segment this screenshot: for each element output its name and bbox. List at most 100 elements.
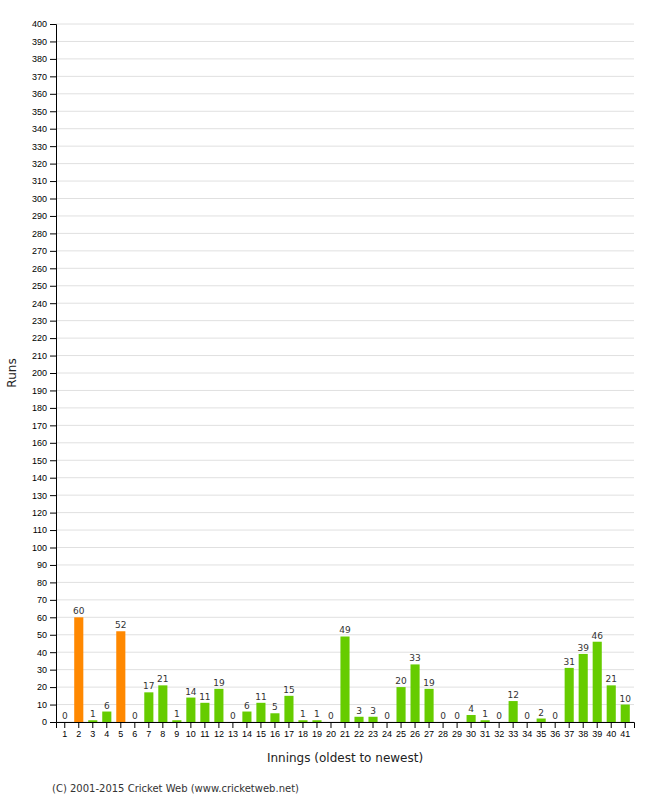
tick-label: 150 xyxy=(32,456,47,466)
tick-mark xyxy=(541,722,542,728)
data-labels: 0601652017211141119061151511049330203319… xyxy=(62,606,631,721)
tick-mark xyxy=(401,722,402,728)
tick-label: 270 xyxy=(32,246,47,256)
tick-label: 5 xyxy=(118,729,123,739)
tick-mark xyxy=(555,722,556,728)
grid-line xyxy=(56,215,634,216)
grid-line xyxy=(56,128,634,129)
x-tick: 41 xyxy=(620,722,630,739)
x-tick: 40 xyxy=(606,722,616,739)
y-tick: 220 xyxy=(32,333,56,343)
x-tick: 4 xyxy=(104,722,109,739)
tick-label: 31 xyxy=(480,729,490,739)
tick-label: 320 xyxy=(32,159,47,169)
tick-mark xyxy=(50,59,56,60)
data-label: 0 xyxy=(552,711,558,721)
data-label: 12 xyxy=(507,690,518,700)
data-label: 0 xyxy=(384,711,390,721)
tick-mark xyxy=(415,722,416,728)
tick-label: 36 xyxy=(550,729,560,739)
x-tick: 8 xyxy=(160,722,165,739)
y-tick: 310 xyxy=(32,176,56,186)
grid-line xyxy=(56,477,634,478)
bar xyxy=(340,636,349,722)
x-tick: 10 xyxy=(186,722,196,739)
tick-mark xyxy=(50,181,56,182)
tick-label: 7 xyxy=(146,729,151,739)
tick-mark xyxy=(288,722,289,728)
tick-label: 16 xyxy=(270,729,280,739)
y-tick: 370 xyxy=(32,72,56,82)
tick-mark xyxy=(50,76,56,77)
data-label: 11 xyxy=(199,692,210,702)
bar xyxy=(326,722,335,723)
bar xyxy=(537,719,546,722)
data-label: 39 xyxy=(577,643,589,653)
data-label: 0 xyxy=(454,711,460,721)
y-tick: 120 xyxy=(32,508,56,518)
tick-mark xyxy=(50,41,56,42)
grid-line xyxy=(56,285,634,286)
tick-mark xyxy=(50,338,56,339)
x-tick: 9 xyxy=(174,722,179,739)
tick-mark xyxy=(499,722,500,728)
tick-mark xyxy=(316,722,317,728)
tick-label: 26 xyxy=(410,729,420,739)
tick-mark xyxy=(78,722,79,728)
tick-mark xyxy=(302,722,303,728)
tick-mark xyxy=(176,722,177,728)
tick-label: 370 xyxy=(32,72,47,82)
tick-mark xyxy=(50,321,56,322)
tick-label: 340 xyxy=(32,124,47,134)
tick-label: 390 xyxy=(32,37,47,47)
x-tick: 12 xyxy=(214,722,224,739)
tick-label: 230 xyxy=(32,316,47,326)
bar xyxy=(270,713,279,722)
y-tick: 330 xyxy=(32,142,56,152)
bar xyxy=(509,701,518,722)
y-tick: 390 xyxy=(32,37,56,47)
bar xyxy=(228,722,237,723)
tick-mark xyxy=(204,722,205,728)
x-tick: 16 xyxy=(270,722,280,739)
y-axis-title: Runs xyxy=(5,358,19,387)
y-tick: 170 xyxy=(32,421,56,431)
tick-mark xyxy=(50,268,56,269)
tick-mark xyxy=(50,199,56,200)
tick-label: 0 xyxy=(42,717,47,727)
tick-label: 50 xyxy=(37,630,47,640)
tick-label: 90 xyxy=(37,560,47,570)
tick-mark xyxy=(106,722,107,728)
x-tick: 30 xyxy=(466,722,476,739)
tick-mark xyxy=(190,722,191,728)
tick-mark xyxy=(50,548,56,549)
y-tick: 400 xyxy=(32,19,56,29)
grid-line xyxy=(56,268,634,269)
tick-mark xyxy=(50,530,56,531)
tick-mark xyxy=(50,129,56,130)
x-tick: 1 xyxy=(62,722,67,739)
tick-label: 30 xyxy=(466,729,476,739)
bar xyxy=(284,696,293,722)
tick-label: 25 xyxy=(396,729,406,739)
tick-label: 3 xyxy=(90,729,95,739)
grid-line xyxy=(56,530,634,531)
grid-line xyxy=(56,617,634,618)
tick-label: 24 xyxy=(382,729,392,739)
grid-line xyxy=(56,76,634,77)
chart-svg: 0601652017211141119061151511049330203319… xyxy=(0,0,650,800)
tick-mark xyxy=(218,722,219,728)
x-tick: 22 xyxy=(354,722,364,739)
tick-label: 23 xyxy=(368,729,378,739)
tick-label: 190 xyxy=(32,386,47,396)
tick-mark xyxy=(148,722,149,728)
tick-mark xyxy=(50,251,56,252)
tick-label: 180 xyxy=(32,403,47,413)
tick-mark xyxy=(50,443,56,444)
data-label: 0 xyxy=(62,711,68,721)
bar xyxy=(354,717,363,722)
tick-mark xyxy=(471,722,472,728)
bar xyxy=(200,703,209,722)
data-label: 1 xyxy=(174,709,180,719)
grid-line xyxy=(56,373,634,374)
